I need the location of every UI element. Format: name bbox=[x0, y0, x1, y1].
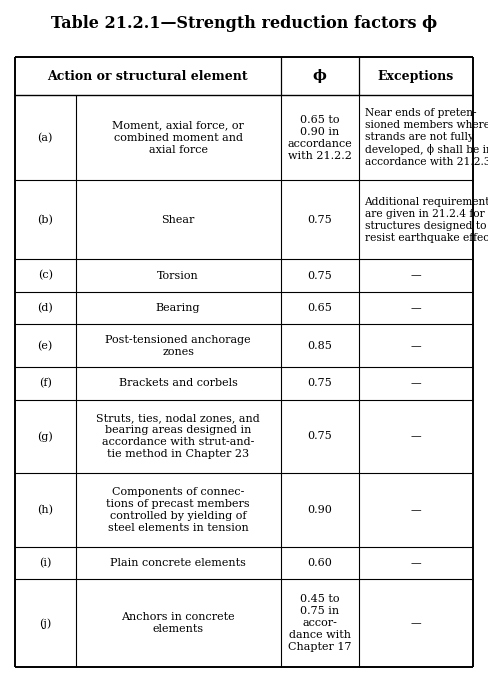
Text: Plain concrete elements: Plain concrete elements bbox=[110, 558, 246, 568]
Text: Table 21.2.1—Strength reduction factors ϕ: Table 21.2.1—Strength reduction factors … bbox=[51, 15, 437, 32]
Text: (e): (e) bbox=[38, 340, 53, 350]
Text: Anchors in concrete
elements: Anchors in concrete elements bbox=[122, 612, 235, 634]
Text: (b): (b) bbox=[37, 215, 53, 225]
Text: —: — bbox=[411, 270, 421, 280]
Text: 0.75: 0.75 bbox=[307, 431, 332, 441]
Text: Post-tensioned anchorage
zones: Post-tensioned anchorage zones bbox=[105, 335, 251, 357]
Text: —: — bbox=[411, 558, 421, 568]
Text: Bearing: Bearing bbox=[156, 303, 201, 313]
Text: Action or structural element: Action or structural element bbox=[47, 69, 248, 83]
Text: —: — bbox=[411, 431, 421, 441]
Text: —: — bbox=[411, 618, 421, 628]
Text: Additional requirements
are given in 21.2.4 for
structures designed to
resist ea: Additional requirements are given in 21.… bbox=[365, 197, 488, 243]
Text: 0.75: 0.75 bbox=[307, 270, 332, 280]
Text: —: — bbox=[411, 340, 421, 350]
Text: 0.65: 0.65 bbox=[307, 303, 332, 313]
Text: (d): (d) bbox=[37, 303, 53, 313]
Text: ϕ: ϕ bbox=[313, 69, 326, 83]
Text: —: — bbox=[411, 505, 421, 515]
Text: 0.75: 0.75 bbox=[307, 378, 332, 388]
Text: (h): (h) bbox=[37, 505, 53, 515]
Text: 0.45 to
0.75 in
accor-
dance with
Chapter 17: 0.45 to 0.75 in accor- dance with Chapte… bbox=[288, 594, 351, 652]
Text: Brackets and corbels: Brackets and corbels bbox=[119, 378, 238, 388]
Text: Torsion: Torsion bbox=[157, 270, 199, 280]
Text: 0.90: 0.90 bbox=[307, 505, 332, 515]
Text: Shear: Shear bbox=[162, 215, 195, 225]
Text: 0.75: 0.75 bbox=[307, 215, 332, 225]
Text: Moment, axial force, or
combined moment and
axial force: Moment, axial force, or combined moment … bbox=[112, 121, 244, 155]
Text: (f): (f) bbox=[39, 378, 52, 388]
Text: (a): (a) bbox=[38, 133, 53, 143]
Text: (i): (i) bbox=[39, 558, 51, 568]
Text: Near ends of preten-
sioned members where
strands are not fully
developed, ϕ sha: Near ends of preten- sioned members wher… bbox=[365, 108, 488, 167]
Text: (g): (g) bbox=[37, 431, 53, 441]
Text: —: — bbox=[411, 303, 421, 313]
Text: Struts, ties, nodal zones, and
bearing areas designed in
accordance with strut-a: Struts, ties, nodal zones, and bearing a… bbox=[96, 413, 260, 460]
Text: 0.85: 0.85 bbox=[307, 340, 332, 350]
Text: 0.60: 0.60 bbox=[307, 558, 332, 568]
Text: Exceptions: Exceptions bbox=[378, 69, 454, 83]
Text: 0.65 to
0.90 in
accordance
with 21.2.2: 0.65 to 0.90 in accordance with 21.2.2 bbox=[287, 115, 352, 160]
Text: (c): (c) bbox=[38, 270, 53, 281]
Text: —: — bbox=[411, 378, 421, 388]
Text: Components of connec-
tions of precast members
controlled by yielding of
steel e: Components of connec- tions of precast m… bbox=[106, 487, 250, 533]
Text: (j): (j) bbox=[39, 618, 51, 629]
